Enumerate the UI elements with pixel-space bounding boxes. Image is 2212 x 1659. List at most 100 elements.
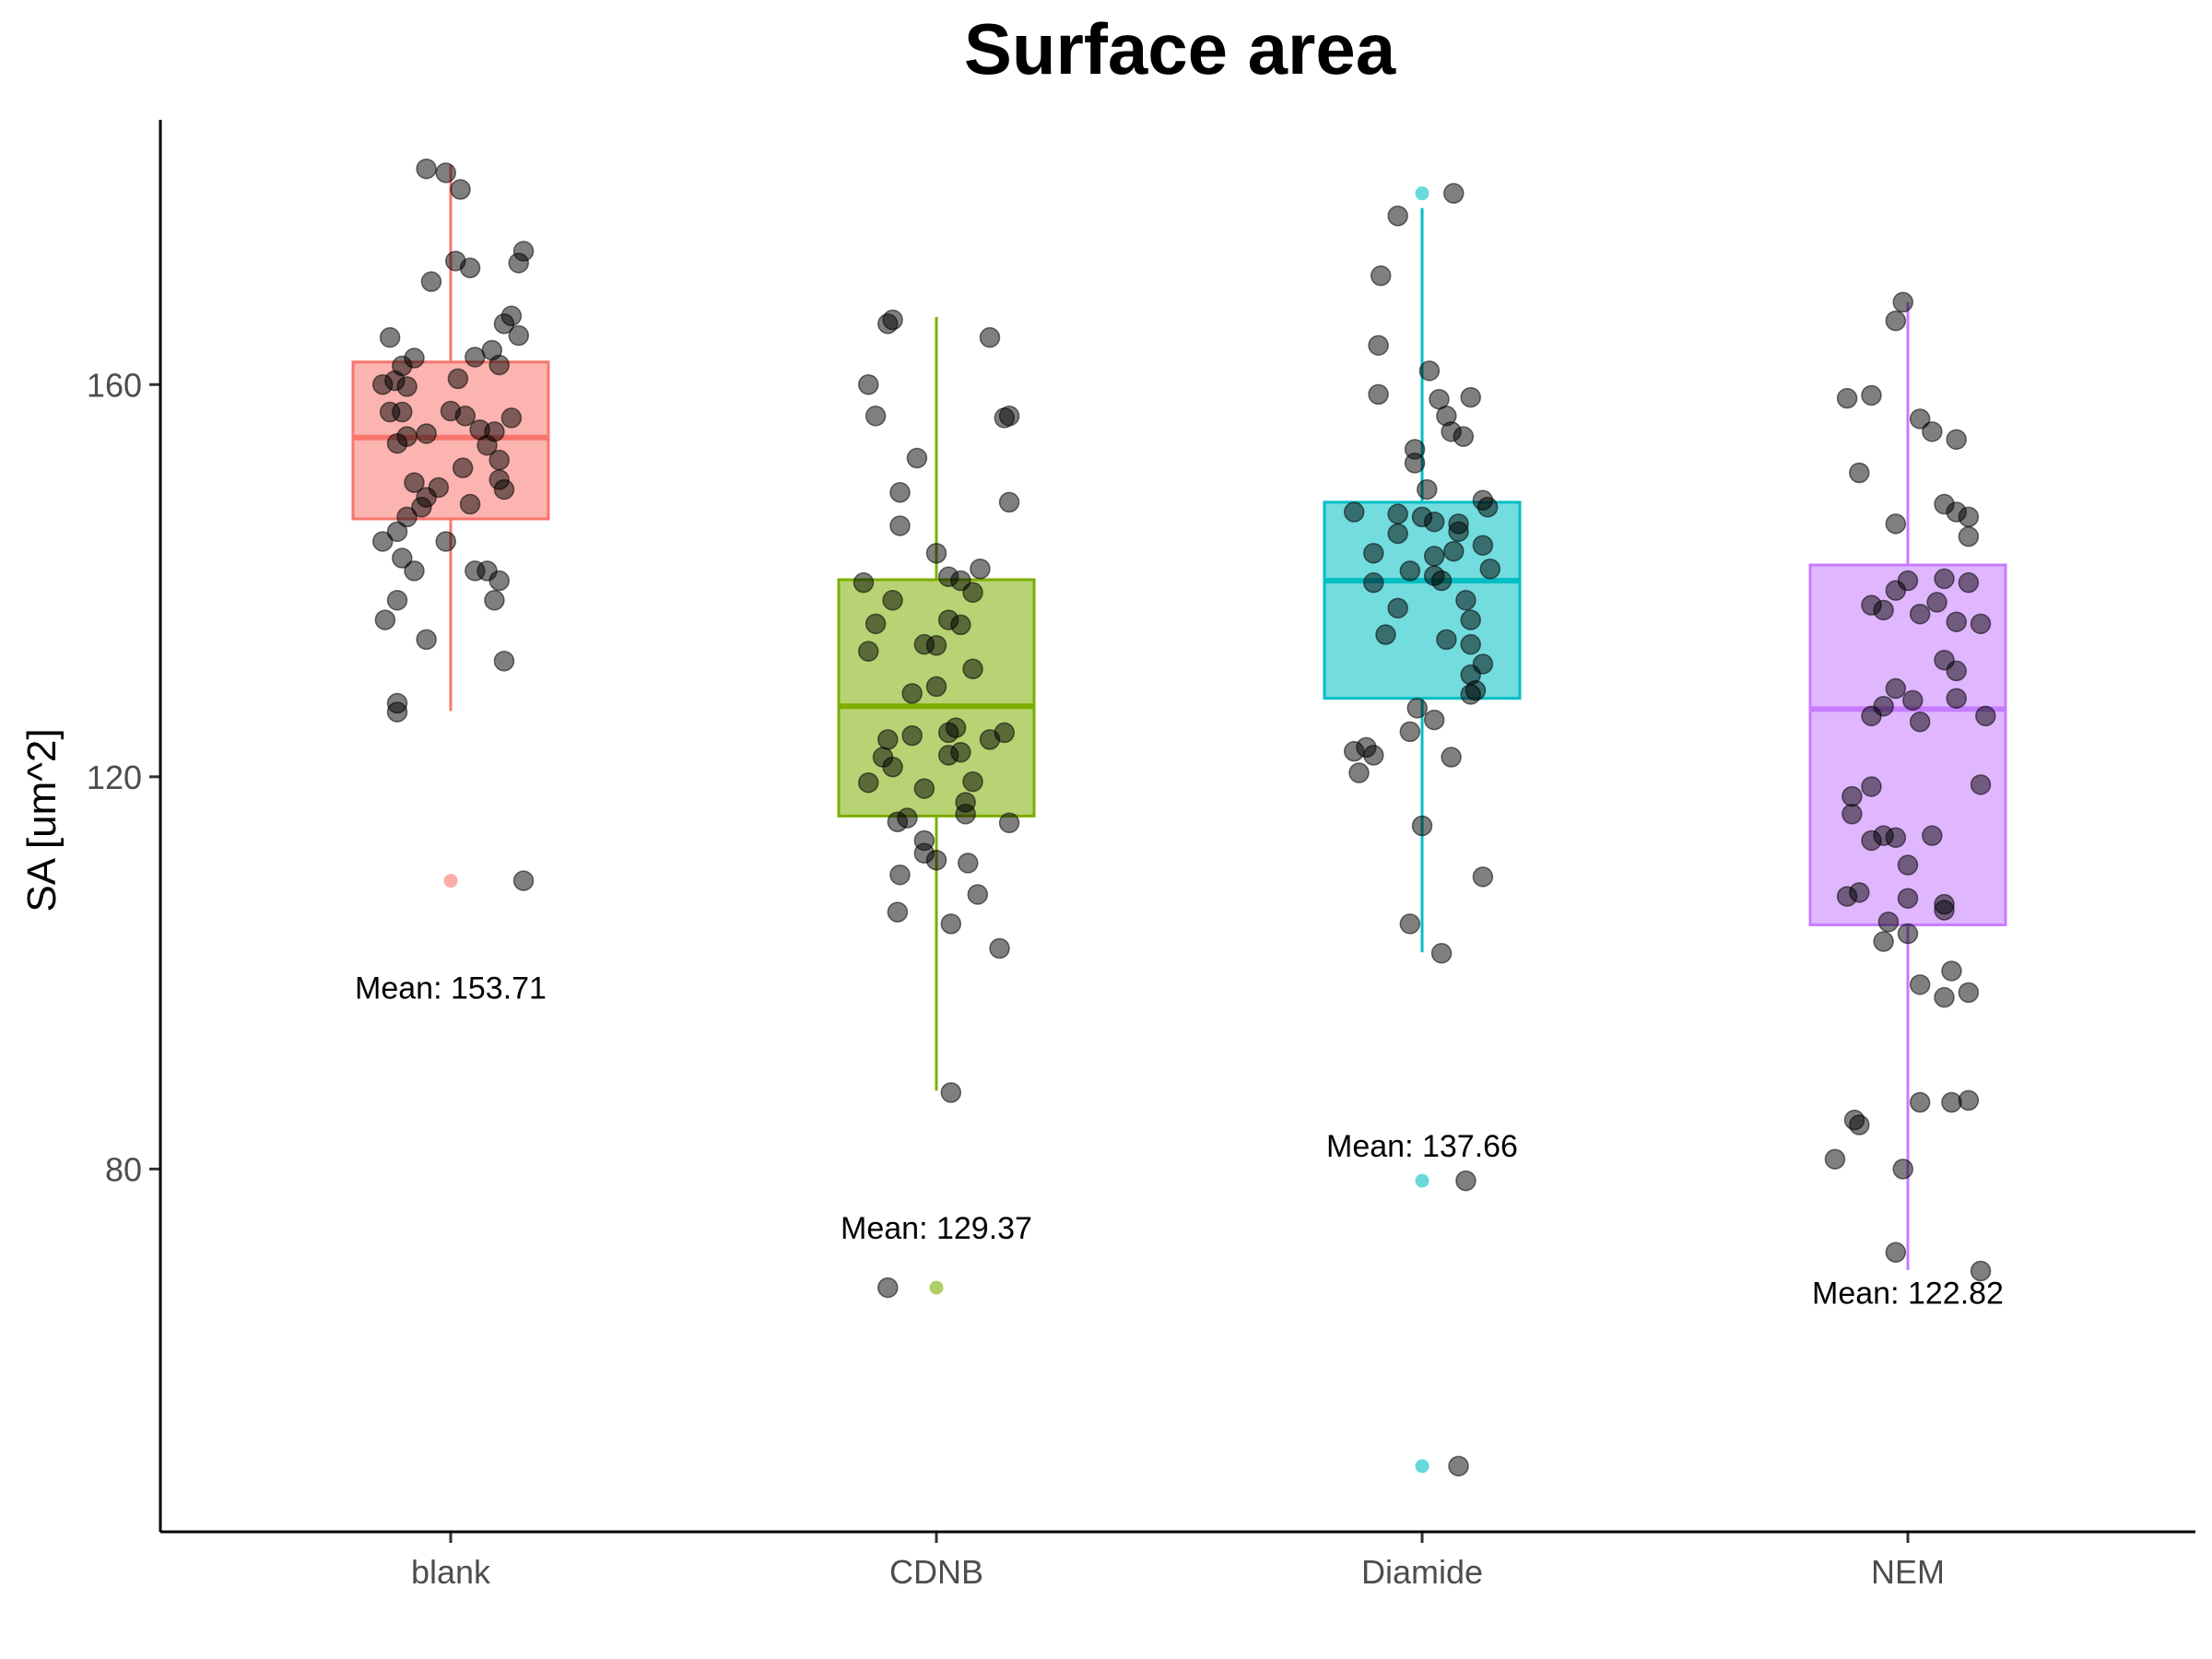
data-point <box>1934 568 1955 590</box>
outlier-point <box>1415 186 1430 201</box>
data-point <box>1460 633 1481 655</box>
data-point <box>882 590 903 611</box>
data-point <box>1970 774 1992 795</box>
data-point <box>1841 803 1863 825</box>
data-point <box>925 542 947 564</box>
data-point <box>940 1082 962 1103</box>
data-point <box>435 531 456 552</box>
data-point <box>450 179 471 200</box>
data-point <box>1423 511 1445 533</box>
data-point <box>865 613 887 635</box>
box-cdnb: Mean: 129.37 <box>837 316 1036 1295</box>
axes <box>159 120 2195 1534</box>
data-point <box>416 423 437 444</box>
data-point <box>1970 613 1992 635</box>
outlier-point <box>1415 1459 1430 1474</box>
data-point <box>940 913 962 935</box>
boxplots: Mean: 153.71 Mean: 129.37 Mean: 137.66 Mean… <box>351 164 2007 1474</box>
data-point <box>989 937 1010 959</box>
data-point <box>1861 830 1882 852</box>
data-point <box>979 326 1001 348</box>
data-point <box>379 401 401 423</box>
data-point <box>1436 629 1457 651</box>
data-point <box>447 368 469 390</box>
data-point <box>1861 705 1882 727</box>
data-point <box>1417 478 1438 500</box>
data-point <box>1922 825 1943 846</box>
data-point <box>857 641 879 662</box>
data-point <box>1370 265 1392 287</box>
data-point <box>420 271 442 292</box>
data-point <box>1885 1241 1907 1264</box>
data-point <box>1472 535 1494 556</box>
data-point <box>877 1277 899 1299</box>
data-point <box>488 570 510 592</box>
data-point <box>1430 943 1453 964</box>
data-point <box>1934 900 1955 921</box>
data-point <box>1958 525 1980 547</box>
data-point <box>1909 974 1931 995</box>
data-point <box>459 257 481 278</box>
data-point <box>477 434 498 456</box>
box-nem: Mean: 122.82 <box>1808 301 2007 1311</box>
y-tick-label: 120 <box>87 759 142 796</box>
data-point <box>1418 360 1441 382</box>
data-point <box>1375 624 1396 645</box>
data-point <box>459 493 481 515</box>
data-point <box>1423 546 1445 567</box>
mean-label: Mean: 129.37 <box>841 1211 1032 1246</box>
data-point <box>1975 705 1996 727</box>
data-point <box>889 864 911 886</box>
data-point <box>1861 776 1882 797</box>
data-point <box>411 496 432 518</box>
data-point <box>1387 206 1408 227</box>
data-point <box>1897 923 1919 945</box>
data-point <box>1448 1455 1469 1477</box>
data-point <box>1423 709 1445 731</box>
data-point <box>416 158 437 180</box>
data-point <box>1404 453 1426 474</box>
data-point <box>877 729 899 750</box>
data-point <box>1387 597 1408 619</box>
y-axis-label: SA [um^2] <box>19 728 65 912</box>
data-point <box>1472 866 1494 888</box>
chart-title: Surface area <box>964 8 1396 89</box>
data-point <box>379 326 401 348</box>
mean-label: Mean: 137.66 <box>1326 1129 1518 1164</box>
data-point <box>1861 384 1882 406</box>
data-point <box>1368 383 1389 406</box>
data-point <box>1941 960 1962 982</box>
data-point <box>371 531 394 552</box>
data-point <box>1343 740 1365 762</box>
data-point <box>1909 711 1931 733</box>
data-point <box>493 313 515 335</box>
y-tick-label: 160 <box>87 366 142 404</box>
data-point <box>1399 913 1421 935</box>
data-point <box>1411 815 1433 837</box>
data-point <box>1897 888 1919 909</box>
data-point <box>1824 1148 1846 1170</box>
data-point <box>1399 560 1421 582</box>
data-point <box>1934 986 1955 1008</box>
outlier-point <box>1415 1173 1430 1188</box>
y-axis: 80 120 160 <box>87 366 160 1188</box>
data-point <box>1873 931 1894 952</box>
data-point <box>1406 698 1428 719</box>
data-point <box>1455 590 1477 611</box>
data-point <box>1946 660 1967 682</box>
data-point <box>386 701 408 723</box>
data-point <box>925 849 947 871</box>
data-point <box>901 683 923 704</box>
data-point <box>1958 506 1980 528</box>
data-point <box>488 354 510 376</box>
points-blank <box>371 158 535 891</box>
data-point <box>1477 496 1499 518</box>
x-tick-label: blank <box>411 1553 491 1591</box>
data-point <box>1479 559 1501 580</box>
data-point <box>1443 540 1465 562</box>
data-point <box>889 482 911 503</box>
data-point <box>1902 689 1924 712</box>
data-point <box>1849 1114 1870 1135</box>
data-point <box>1399 721 1421 743</box>
data-point <box>962 658 983 680</box>
